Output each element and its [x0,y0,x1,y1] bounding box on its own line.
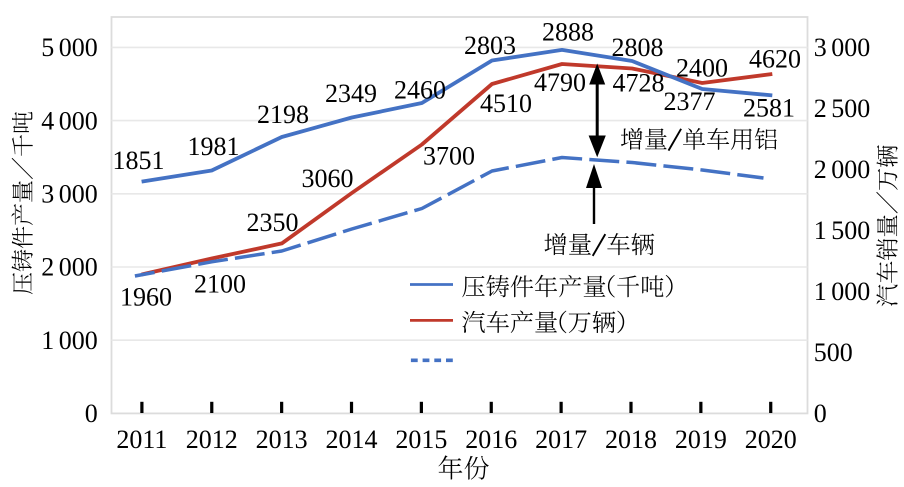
svg-text:2400: 2400 [676,54,728,83]
svg-text:4620: 4620 [749,45,801,74]
svg-text:2581: 2581 [743,94,795,123]
svg-text:2011: 2011 [116,425,167,454]
svg-text:2460: 2460 [394,76,446,105]
svg-text:2014: 2014 [326,425,378,454]
svg-text:2020: 2020 [745,425,797,454]
svg-text:2015: 2015 [395,425,447,454]
svg-text:2019: 2019 [675,425,727,454]
svg-text:1981: 1981 [188,132,240,161]
svg-text:2016: 2016 [465,425,517,454]
svg-text:0: 0 [814,399,827,428]
svg-text:2377: 2377 [664,87,716,116]
svg-text:1960: 1960 [120,283,172,312]
svg-text:2018: 2018 [605,425,657,454]
svg-text:2017: 2017 [535,425,587,454]
svg-text:500: 500 [814,338,853,367]
svg-text:2888: 2888 [542,18,594,47]
svg-text:3060: 3060 [302,164,354,193]
svg-text:2803: 2803 [464,31,516,60]
svg-text:2350: 2350 [247,208,299,237]
svg-text:0: 0 [85,399,98,428]
svg-text:4728: 4728 [613,69,665,98]
svg-text:2013: 2013 [256,425,308,454]
svg-text:4790: 4790 [534,68,586,97]
svg-text:1851: 1851 [113,146,165,175]
svg-text:4510: 4510 [480,89,532,118]
svg-text:3700: 3700 [423,142,475,171]
svg-text:2808: 2808 [612,33,664,62]
svg-text:2349: 2349 [325,79,377,108]
svg-text:2100: 2100 [194,270,246,299]
svg-text:2198: 2198 [257,100,309,129]
svg-text:2012: 2012 [186,425,238,454]
